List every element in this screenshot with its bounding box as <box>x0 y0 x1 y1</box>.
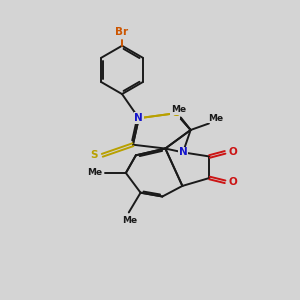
Text: S: S <box>90 150 98 160</box>
Text: Br: Br <box>116 27 129 37</box>
Text: N: N <box>134 113 143 123</box>
Text: Me: Me <box>208 114 223 123</box>
Text: O: O <box>229 147 238 158</box>
Text: N: N <box>178 147 188 158</box>
Text: O: O <box>229 177 238 187</box>
Text: Me: Me <box>122 216 137 225</box>
Text: Me: Me <box>171 105 186 114</box>
Text: S: S <box>172 108 180 118</box>
Text: Me: Me <box>87 169 103 178</box>
